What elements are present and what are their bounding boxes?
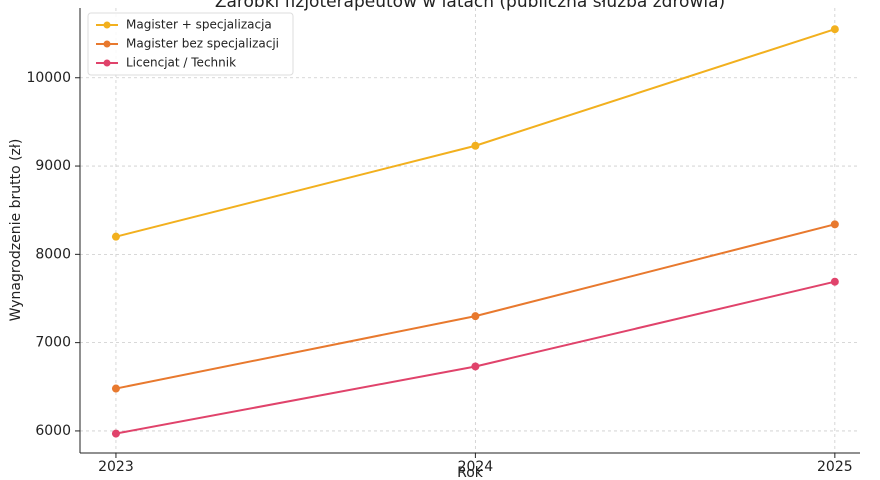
data-point: [830, 220, 839, 229]
data-point: [830, 25, 839, 34]
x-tick-label: 2024: [458, 459, 494, 475]
legend-label: Magister bez specjalizacji: [126, 37, 279, 51]
legend-marker: [103, 40, 111, 48]
data-point: [111, 429, 120, 438]
data-point: [471, 141, 480, 150]
legend-box: [87, 12, 294, 76]
data-point: [111, 384, 120, 393]
y-axis-label: Wynagrodzenie brutto (zł): [8, 139, 24, 322]
chart-title: Zarobki fizjoterapeutów w latach (public…: [215, 0, 725, 12]
legend-label: Magister + specjalizacja: [126, 18, 272, 32]
y-tick-label: 8000: [35, 246, 71, 262]
y-tick-label: 10000: [26, 70, 71, 86]
legend: Magister + specjalizacja Magister bez spe…: [87, 12, 294, 76]
data-point: [471, 362, 480, 371]
data-point: [830, 277, 839, 286]
y-tick-label: 9000: [35, 158, 71, 174]
x-tick-label: 2025: [817, 459, 853, 475]
data-point: [111, 232, 120, 241]
x-axis-label: Rok: [457, 465, 484, 480]
y-tick-label: 7000: [35, 335, 71, 351]
legend-marker: [103, 59, 111, 67]
data-point: [471, 312, 480, 321]
legend-label: Licencjat / Technik: [126, 56, 236, 70]
y-tick-label: 6000: [35, 423, 71, 439]
legend-marker: [103, 21, 111, 29]
x-tick-label: 2023: [98, 459, 134, 475]
